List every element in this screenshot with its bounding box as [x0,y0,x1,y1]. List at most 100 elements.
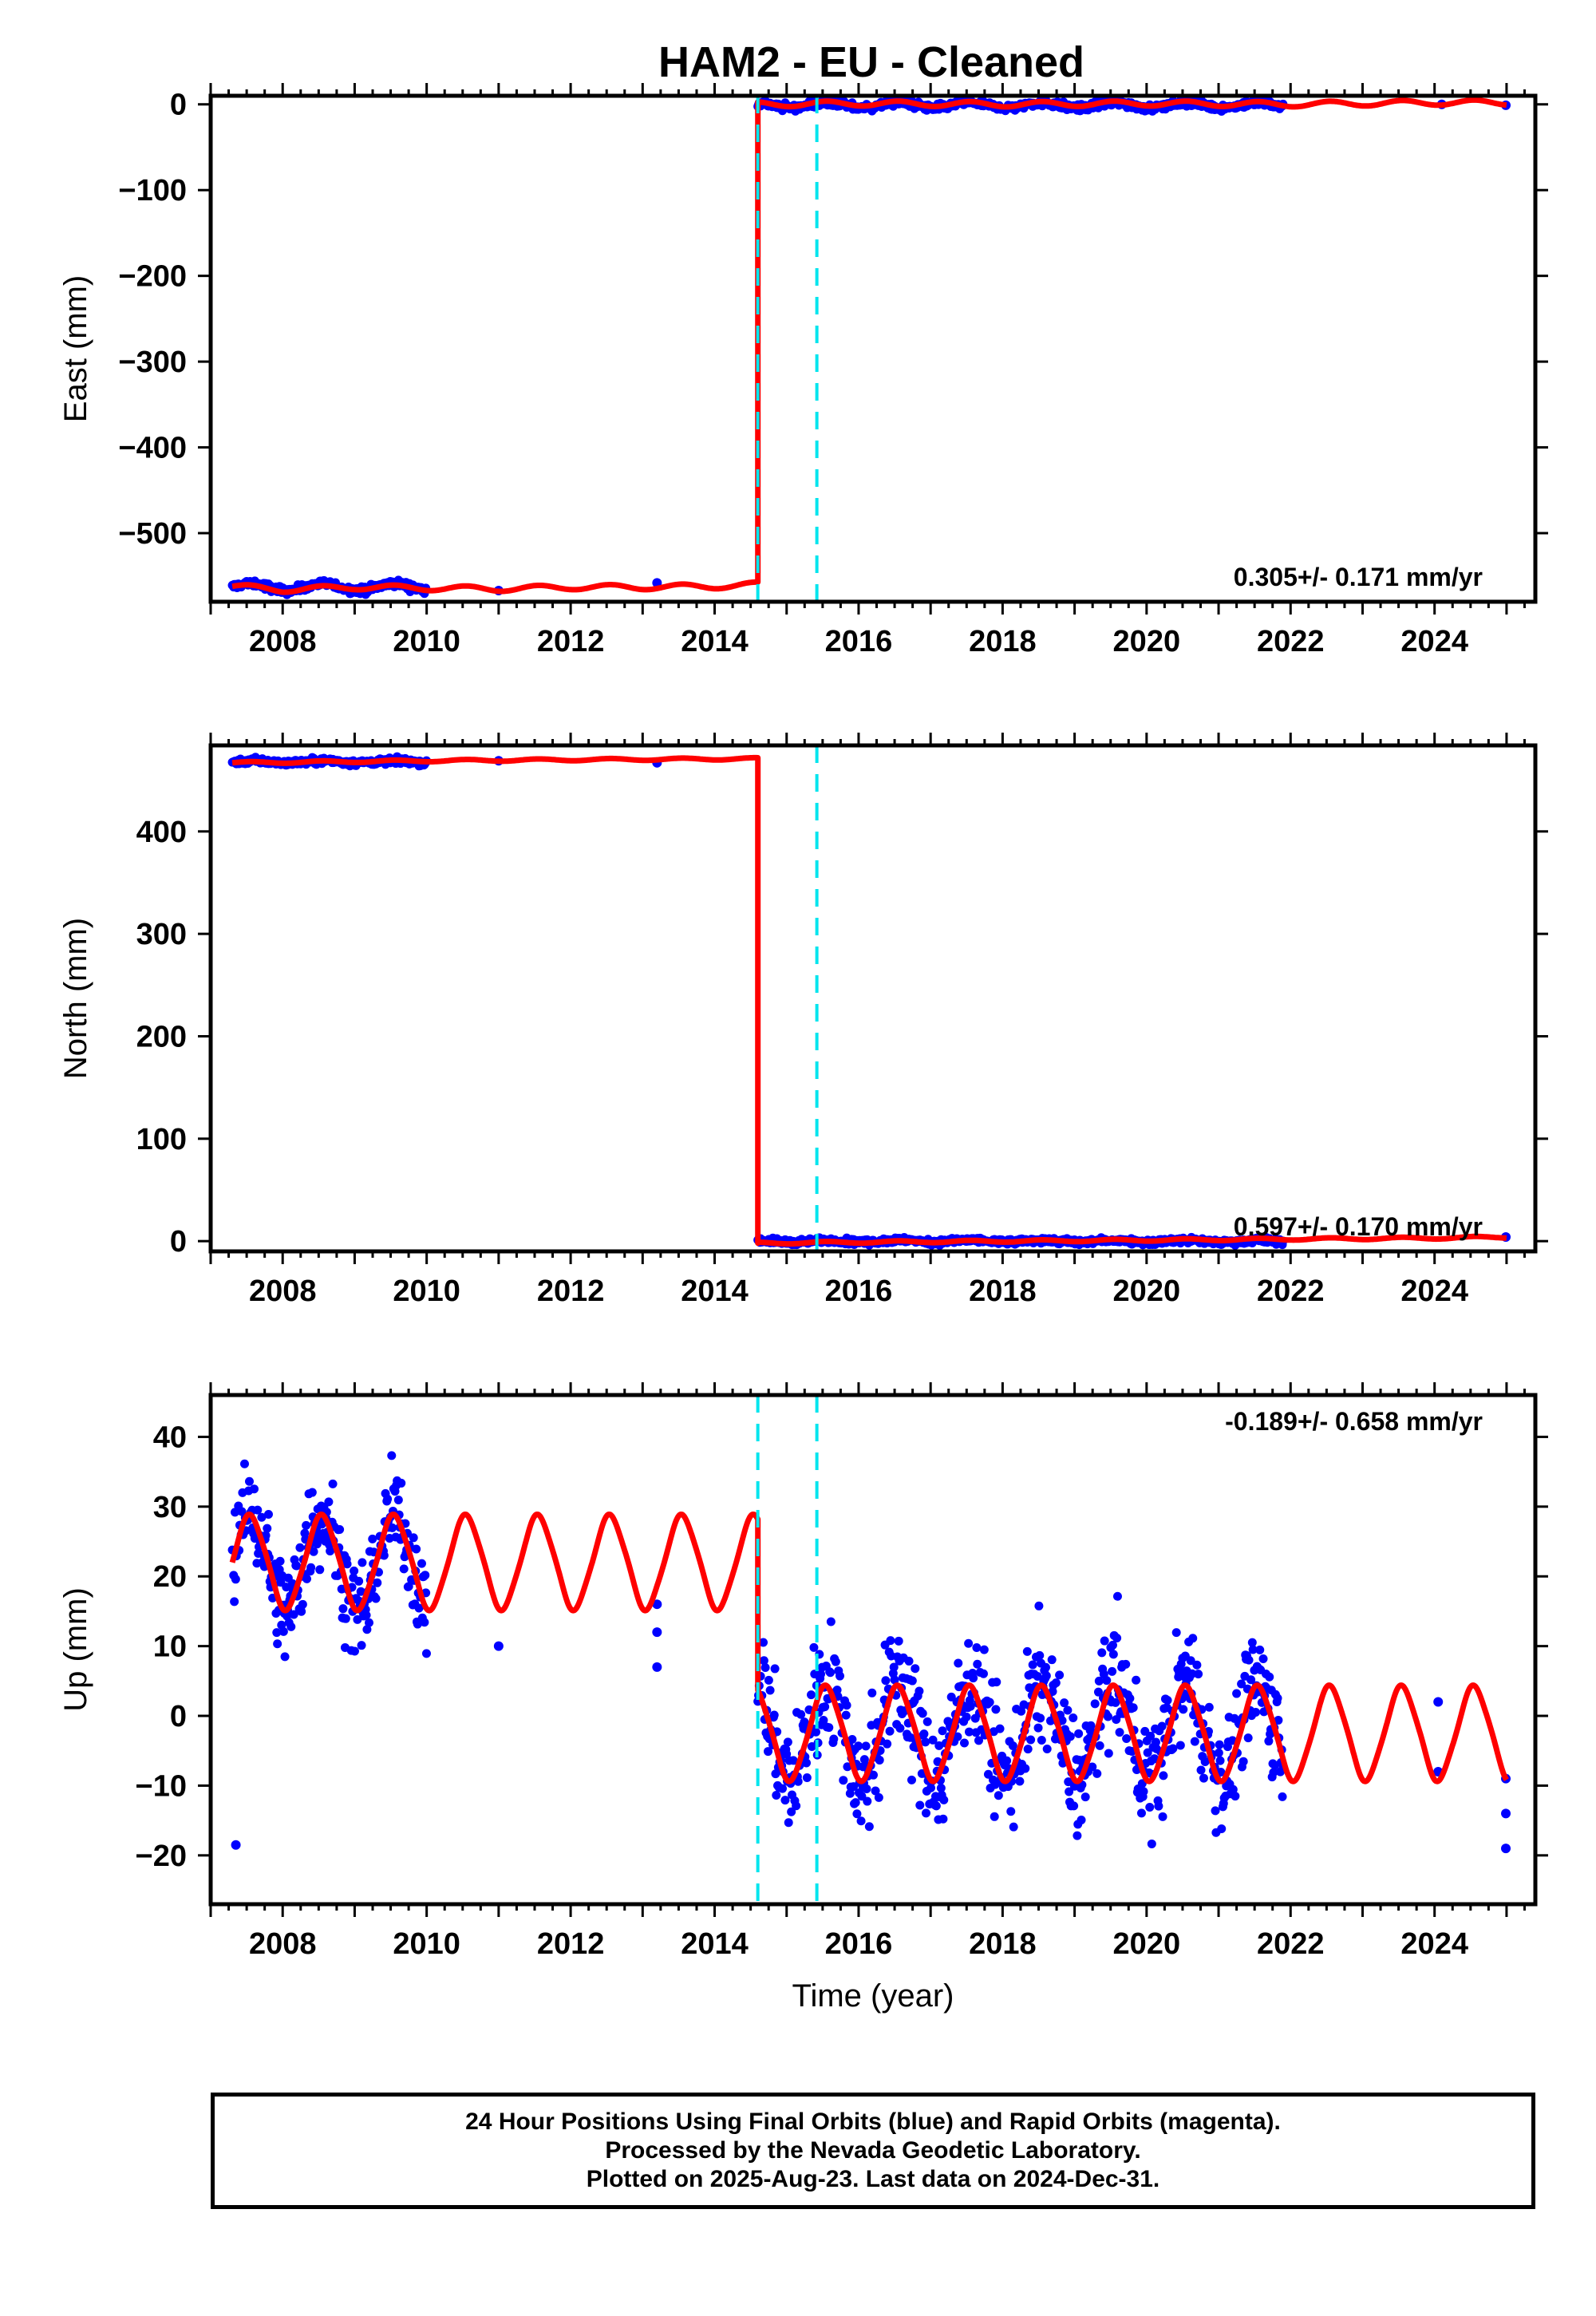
data-point [992,1678,1001,1687]
data-point [1112,1591,1122,1601]
y-tick-label: 0 [170,1700,187,1733]
data-point [759,1638,768,1647]
data-point [784,1818,793,1828]
data-point [1104,1749,1113,1758]
data-point [1069,1801,1079,1811]
data-point [1200,1757,1210,1767]
data-point [829,1734,839,1744]
data-point [788,1756,798,1765]
rate-label: -0.189+/- 0.658 mm/yr [1225,1407,1483,1436]
data-point [1258,1654,1268,1664]
data-point [1248,1645,1258,1654]
x-tick-label: 2012 [537,625,605,658]
panel-up: 2008 2010 2012 2014 2016 2018 2020 2022 20244030… [58,1382,1548,2014]
data-point [769,1710,779,1720]
data-point [326,1547,335,1556]
data-points [227,1451,1511,1854]
data-point [383,1494,393,1504]
data-points [227,96,1511,599]
data-point [1168,1744,1178,1753]
data-point [904,1656,914,1666]
data-point [1238,1757,1248,1766]
data-point [412,1544,421,1554]
data-point [231,1840,241,1850]
x-tick-label: 2018 [969,1927,1037,1961]
data-point [371,1594,381,1603]
data-point [807,1690,816,1700]
data-point [1187,1669,1197,1678]
data-point [253,1505,263,1515]
data-point [845,1788,855,1798]
y-tick-label: −20 [136,1840,187,1873]
data-point [1048,1686,1057,1696]
data-point [1147,1839,1156,1848]
y-tick-label: −100 [118,174,187,207]
data-point [868,1770,878,1780]
data-point [907,1676,917,1686]
data-point [1023,1745,1033,1754]
chart-title: HAM2 - EU - Cleaned [658,38,1084,86]
data-point [796,1709,806,1719]
data-point [966,1701,975,1711]
data-point [1273,1694,1282,1703]
data-point [931,1801,941,1811]
data-point [843,1762,852,1772]
data-point [1015,1777,1025,1786]
y-tick-label: 40 [153,1421,187,1454]
data-point [1108,1650,1118,1659]
data-point [404,1582,413,1591]
y-tick-label: −400 [118,432,187,465]
x-tick-label: 2022 [1257,1275,1325,1308]
plot-frame [208,93,1538,604]
data-point [864,1822,874,1832]
data-point [875,1755,884,1765]
data-point [1115,1728,1124,1737]
data-point [1035,1650,1045,1660]
data-point [939,1795,949,1804]
data-point [889,1662,899,1672]
data-point [959,1738,969,1748]
data-point [361,1611,371,1620]
data-point [230,1597,239,1607]
data-point [1139,1787,1148,1796]
data-point [335,1524,345,1534]
footer-line-2: Processed by the Nevada Geodetic Laborat… [605,2137,1141,2164]
data-point [1204,1702,1214,1712]
data-point [973,1659,982,1669]
data-point [936,1784,946,1793]
data-point [994,1791,1003,1800]
data-point [342,1559,352,1569]
data-point [839,1776,848,1785]
data-point [861,1741,871,1751]
x-tick-label: 2010 [393,1927,460,1961]
data-point [1159,1771,1168,1780]
data-point [357,1641,366,1650]
data-point [1055,1670,1065,1680]
data-point [1060,1698,1069,1708]
data-point [1095,1741,1104,1750]
data-point [885,1726,895,1736]
y-tick-label: −200 [118,260,187,294]
data-point [911,1664,920,1674]
data-point [1163,1696,1172,1705]
plot-area [227,96,1511,602]
data-point [1175,1741,1185,1750]
data-point [1179,1705,1188,1714]
data-point [934,1741,944,1750]
x-tick-label: 2022 [1257,625,1325,658]
data-point [778,1784,788,1793]
data-point [1094,1676,1104,1686]
data-point [972,1643,982,1653]
data-point [1088,1762,1097,1772]
data-point [393,1496,403,1505]
data-point [1214,1748,1223,1757]
data-point [1246,1675,1256,1685]
data-point [938,1726,947,1736]
data-point [652,1599,662,1610]
data-point [881,1676,891,1686]
x-tick-label: 2008 [249,625,317,658]
data-point [1215,1740,1224,1749]
data-point [1036,1713,1045,1723]
data-point [978,1669,988,1678]
data-point [1093,1687,1103,1697]
